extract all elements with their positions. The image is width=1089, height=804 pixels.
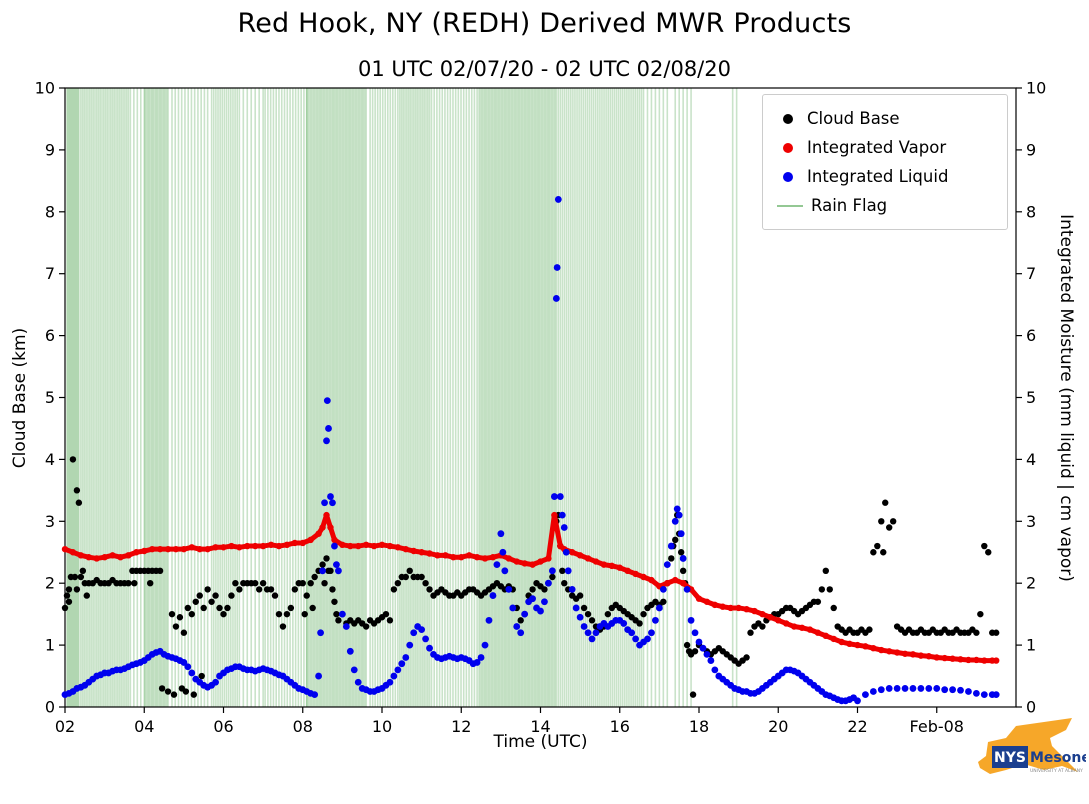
legend-item-rain-flag: Rain Flag xyxy=(775,191,995,220)
svg-text:06: 06 xyxy=(213,717,233,736)
legend-label-integrated-vapor: Integrated Vapor xyxy=(807,138,947,157)
y-axis-label-left: Cloud Base (km) xyxy=(10,327,30,469)
nys-logo-text: NYS xyxy=(994,750,1026,766)
svg-text:8: 8 xyxy=(45,202,55,221)
svg-text:1: 1 xyxy=(45,636,55,655)
y-axis-label-right: Integrated Moisture (mm liquid | cm vapo… xyxy=(1056,214,1076,582)
svg-text:10: 10 xyxy=(1026,79,1046,98)
legend-item-cloud-base: Cloud Base xyxy=(775,104,995,133)
svg-text:04: 04 xyxy=(134,717,154,736)
svg-text:5: 5 xyxy=(1026,388,1036,407)
integrated-liquid-marker-icon xyxy=(783,171,793,182)
x-axis-label: Time (UTC) xyxy=(493,732,588,752)
logo-tagline: UNIVERSITY AT ALBANY xyxy=(1030,768,1083,774)
svg-text:18: 18 xyxy=(689,717,709,736)
svg-text:3: 3 xyxy=(45,512,55,531)
legend-label-integrated-liquid: Integrated Liquid xyxy=(807,167,949,186)
svg-text:0: 0 xyxy=(1026,698,1036,717)
svg-text:5: 5 xyxy=(45,388,55,407)
svg-text:10: 10 xyxy=(35,79,55,98)
svg-text:22: 22 xyxy=(847,717,867,736)
svg-text:02: 02 xyxy=(55,717,75,736)
legend-item-integrated-liquid: Integrated Liquid xyxy=(775,162,995,191)
svg-text:10: 10 xyxy=(372,717,392,736)
svg-text:7: 7 xyxy=(1026,264,1036,283)
svg-text:7: 7 xyxy=(45,264,55,283)
svg-text:Feb-08: Feb-08 xyxy=(910,717,964,736)
svg-text:9: 9 xyxy=(45,140,55,159)
svg-text:4: 4 xyxy=(1026,450,1036,469)
svg-text:8: 8 xyxy=(1026,202,1036,221)
svg-text:2: 2 xyxy=(45,574,55,593)
legend-label-rain-flag: Rain Flag xyxy=(811,196,888,215)
svg-text:14: 14 xyxy=(530,717,550,736)
mesonet-logo-text: Mesonet xyxy=(1030,750,1086,766)
chart-title: Red Hook, NY (REDH) Derived MWR Products xyxy=(237,8,852,39)
svg-text:9: 9 xyxy=(1026,140,1036,159)
svg-text:16: 16 xyxy=(610,717,630,736)
rain-flag-marker-icon xyxy=(777,204,803,207)
svg-text:08: 08 xyxy=(293,717,313,736)
svg-text:12: 12 xyxy=(451,717,471,736)
svg-text:1: 1 xyxy=(1026,636,1036,655)
nys-mesonet-logo: NYS Mesonet UNIVERSITY AT ALBANY xyxy=(978,718,1086,774)
legend: Cloud Base Integrated Vapor Integrated L… xyxy=(762,94,1008,230)
svg-text:0: 0 xyxy=(45,698,55,717)
cloud-base-marker-icon xyxy=(783,113,793,124)
svg-text:4: 4 xyxy=(45,450,55,469)
legend-item-integrated-vapor: Integrated Vapor xyxy=(775,133,995,162)
integrated-vapor-marker-icon xyxy=(783,142,793,153)
nys-logo-box xyxy=(992,746,1028,768)
legend-label-cloud-base: Cloud Base xyxy=(807,109,900,128)
svg-text:3: 3 xyxy=(1026,512,1036,531)
svg-text:20: 20 xyxy=(768,717,788,736)
svg-text:6: 6 xyxy=(45,326,55,345)
svg-text:2: 2 xyxy=(1026,574,1036,593)
svg-text:6: 6 xyxy=(1026,326,1036,345)
chart-subtitle: 01 UTC 02/07/20 - 02 UTC 02/08/20 xyxy=(358,57,731,81)
